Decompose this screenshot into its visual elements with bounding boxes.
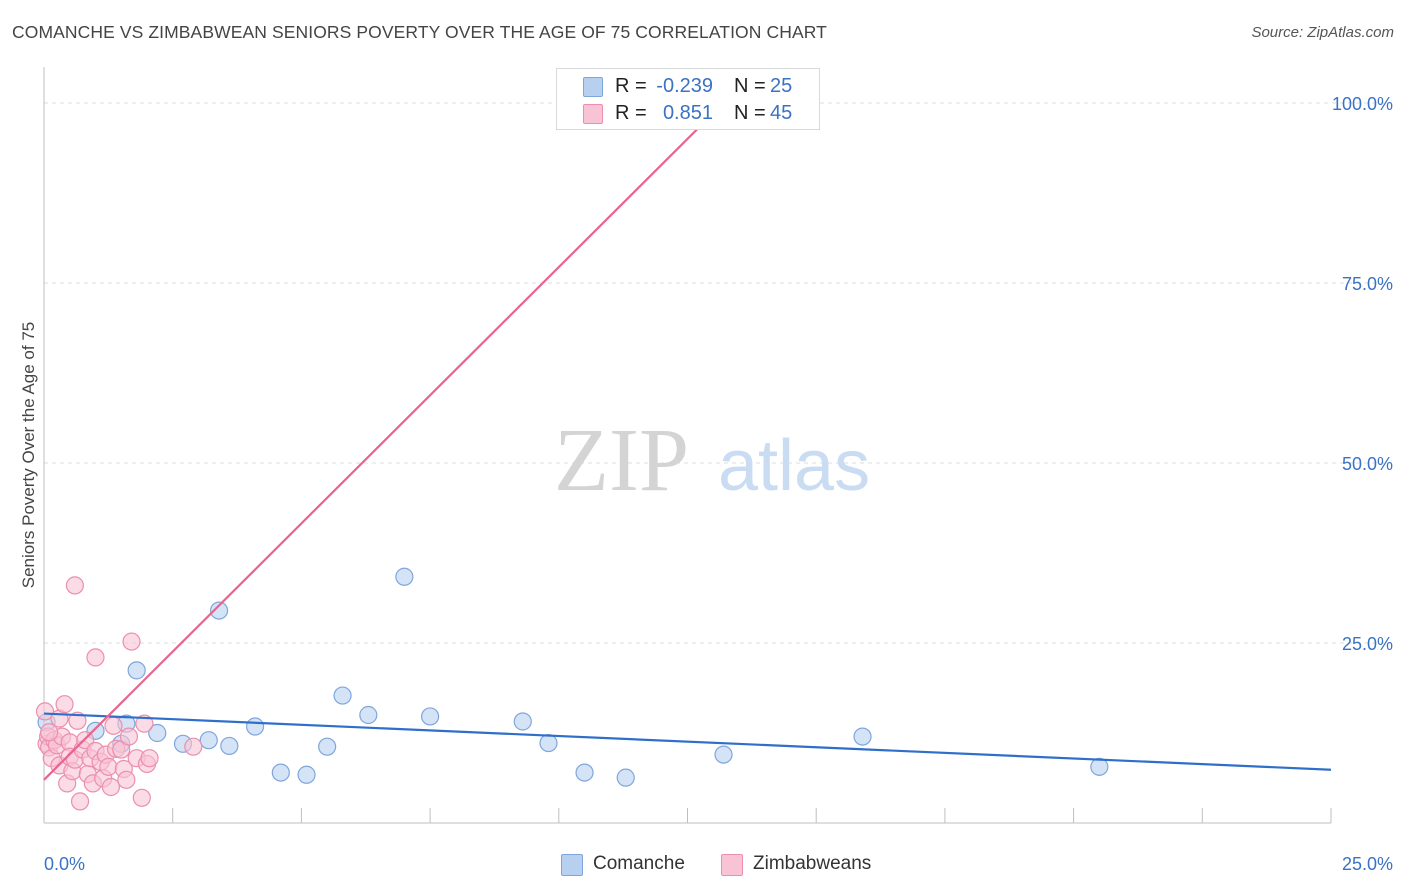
zimbabweans-point	[119, 727, 139, 746]
zimbabweans-point	[65, 576, 84, 595]
zimbabweans-point	[55, 695, 74, 714]
zimbabweans-point	[35, 702, 55, 721]
comanche-legend-swatch	[561, 854, 583, 876]
stats-row-zimbabweans: R = 0.851 N = 45	[557, 101, 819, 127]
x-tick-label-max: 25.0%	[1342, 854, 1393, 874]
stats-box: R = -0.239 N = 25 R = 0.851 N = 45	[556, 68, 820, 130]
y-tick-label: 50.0%	[1342, 454, 1393, 474]
zimbabweans-trend-line	[43, 102, 725, 781]
stats-row-comanche: R = -0.239 N = 25	[557, 74, 819, 100]
comanche-point	[297, 765, 316, 784]
comanche-point	[616, 768, 635, 787]
legend-label-comanche: Comanche	[593, 853, 685, 874]
zimbabweans-point	[122, 632, 141, 651]
zimbabweans-point	[101, 777, 121, 797]
comanche-point	[333, 686, 352, 705]
zimbabweans-point	[99, 757, 118, 776]
zimbabweans-point	[86, 648, 105, 667]
zimbabweans-point	[184, 737, 203, 756]
chart-legend: Comanche Zimbabweans	[0, 852, 1406, 878]
comanche-point	[539, 733, 558, 753]
comanche-point	[575, 763, 594, 782]
zimbabweans-point	[70, 792, 90, 811]
x-tick-label-min: 0.0%	[44, 854, 85, 874]
n-label: N =	[734, 102, 766, 124]
r-value-comanche: -0.239	[656, 75, 713, 97]
y-tick-label: 75.0%	[1342, 274, 1393, 294]
comanche-point	[359, 705, 378, 725]
chart-title: COMANCHE VS ZIMBABWEAN SENIORS POVERTY O…	[12, 22, 827, 42]
y-tick-label: 100.0%	[1332, 94, 1393, 114]
watermark-zip: ZIP	[554, 411, 689, 510]
comanche-point	[318, 737, 337, 756]
r-value-zimbabweans: 0.851	[662, 102, 713, 124]
comanche-point	[220, 736, 239, 756]
n-label: N =	[734, 75, 766, 97]
comanche-point	[421, 707, 440, 726]
comanche-trend-line	[43, 712, 1332, 771]
comanche-swatch	[583, 77, 603, 97]
legend-label-zimbabweans: Zimbabweans	[753, 853, 872, 874]
n-value-comanche: 25	[770, 75, 793, 97]
comanche-point	[1090, 757, 1109, 776]
zimbabweans-point	[135, 714, 154, 733]
zimbabweans-legend-swatch	[721, 854, 743, 876]
comanche-point	[271, 763, 290, 782]
watermark-atlas: atlas	[718, 426, 870, 506]
y-tick-label: 25.0%	[1342, 634, 1393, 654]
comanche-point	[714, 745, 733, 764]
comanche-point	[127, 661, 146, 680]
r-label: R =	[615, 102, 647, 124]
r-label: R =	[615, 75, 647, 97]
chart-source: Source: ZipAtlas.com	[1251, 24, 1394, 41]
zimbabweans-point	[104, 716, 123, 735]
n-value-zimbabweans: 45	[770, 102, 793, 124]
zimbabweans-point	[40, 723, 59, 742]
comanche-point	[245, 717, 265, 736]
zimbabweans-point	[68, 711, 87, 730]
zimbabweans-swatch	[583, 104, 603, 124]
zimbabweans-point	[117, 770, 136, 789]
comanche-point	[209, 601, 229, 620]
zimbabweans-point	[140, 749, 159, 768]
comanche-point	[199, 731, 218, 750]
comanche-point	[513, 712, 532, 731]
comanche-point	[853, 727, 872, 746]
comanche-point	[395, 567, 414, 586]
comanche-point	[148, 723, 167, 743]
y-axis-title: Seniors Poverty Over the Age of 75	[19, 322, 38, 588]
zimbabweans-point	[132, 788, 151, 807]
